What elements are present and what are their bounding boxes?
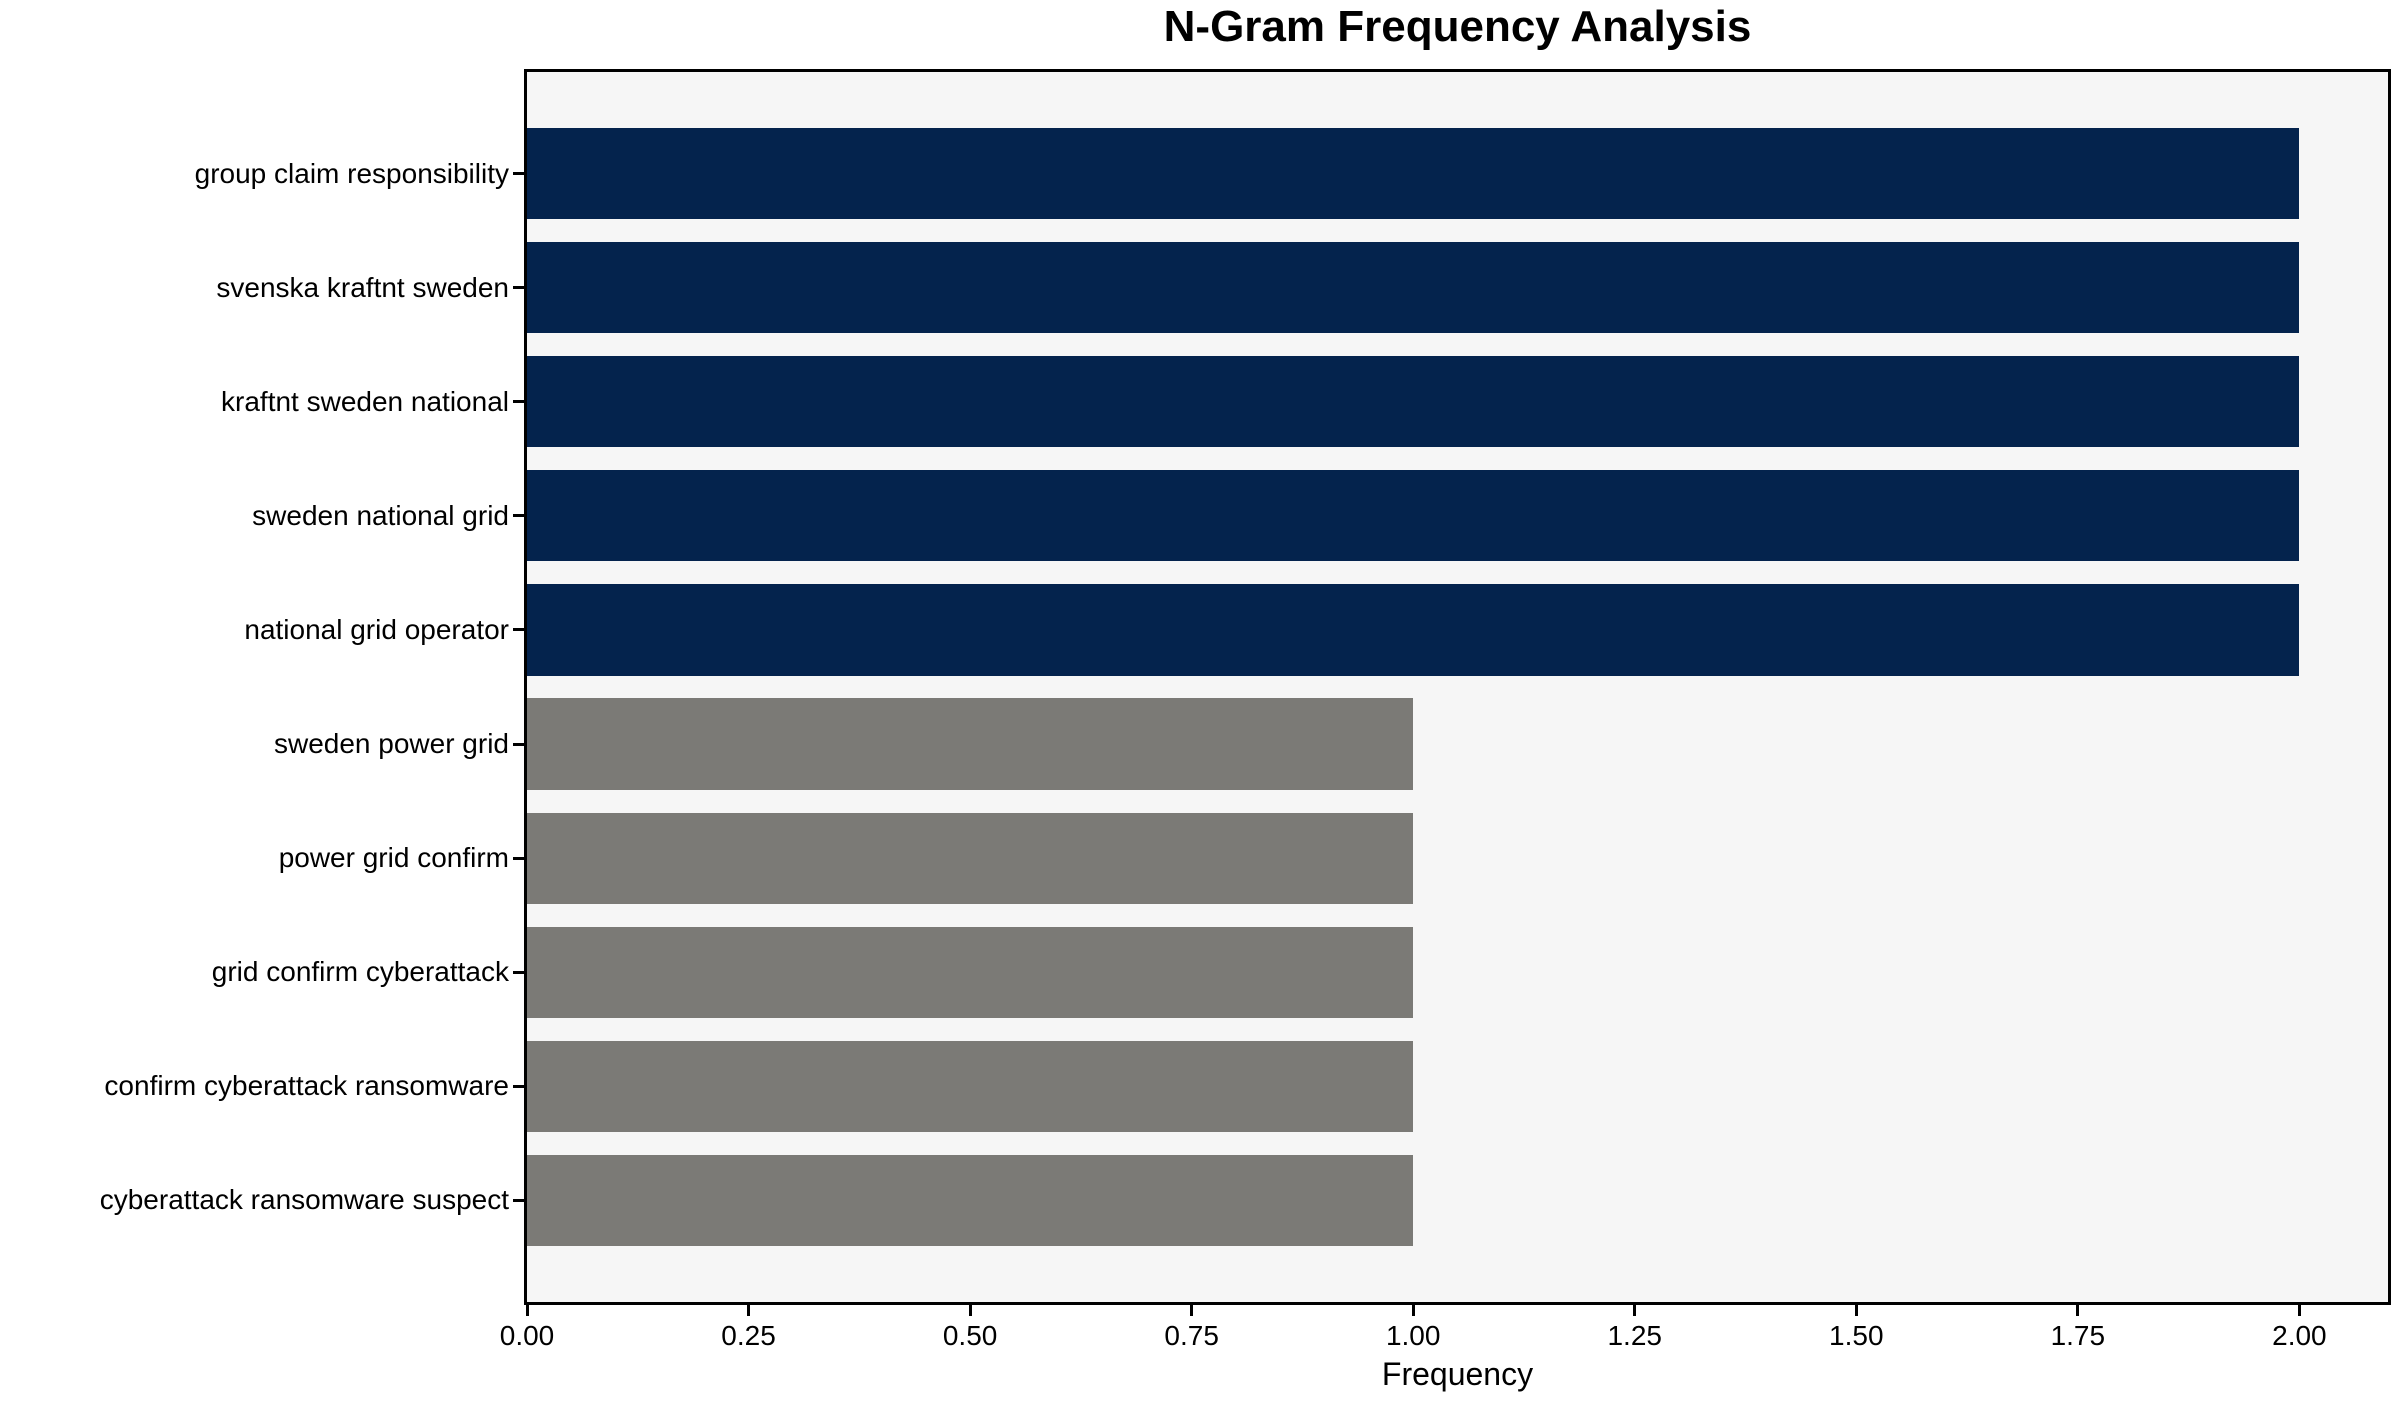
- x-tick-label: 1.00: [1385, 1320, 1441, 1351]
- x-tick-mark: [1190, 1305, 1194, 1316]
- y-tick-label: sweden power grid: [273, 728, 509, 760]
- y-tick-label: cyberattack ransomware suspect: [99, 1184, 509, 1216]
- y-tick-label: sweden national grid: [252, 499, 509, 531]
- x-tick-mark: [747, 1305, 751, 1316]
- x-axis-label: Frequency: [1381, 1356, 1534, 1392]
- y-tick-label: confirm cyberattack ransomware: [104, 1070, 509, 1102]
- y-tick-mark: [513, 1084, 524, 1088]
- bar: [527, 812, 1414, 904]
- bar: [527, 356, 2300, 448]
- x-tick-mark: [1854, 1305, 1858, 1316]
- x-tick-mark: [1411, 1305, 1415, 1316]
- x-tick-label: 1.50: [1829, 1320, 1884, 1351]
- x-tick-label: 0.25: [721, 1320, 776, 1351]
- y-tick-label: grid confirm cyberattack: [211, 956, 509, 988]
- x-tick-mark: [2297, 1305, 2301, 1316]
- bar: [527, 926, 1414, 1018]
- x-tick-mark: [525, 1305, 529, 1316]
- y-tick-mark: [513, 286, 524, 290]
- y-tick-mark: [513, 970, 524, 974]
- y-tick-mark: [513, 628, 524, 632]
- bar: [527, 1154, 1414, 1247]
- bar: [527, 1040, 1414, 1132]
- bar: [527, 698, 1414, 790]
- y-tick-label: national grid operator: [244, 613, 509, 645]
- y-tick-mark: [513, 514, 524, 518]
- x-tick-mark: [968, 1305, 972, 1316]
- y-tick-label: group claim responsibility: [194, 157, 509, 189]
- bar: [527, 127, 2300, 220]
- y-tick-label: svenska kraftnt sweden: [216, 271, 509, 303]
- y-tick-mark: [513, 856, 524, 860]
- y-tick-mark: [513, 742, 524, 746]
- bar: [527, 242, 2300, 334]
- x-tick-label: 1.25: [1607, 1320, 1662, 1351]
- x-tick-label: 1.75: [2050, 1320, 2106, 1351]
- x-tick-mark: [1633, 1305, 1637, 1316]
- y-tick-mark: [513, 400, 524, 404]
- y-tick-mark: [513, 172, 524, 176]
- plot-area: [524, 69, 2391, 1305]
- x-tick-label: 2.00: [2272, 1320, 2327, 1351]
- bar: [527, 584, 2300, 676]
- x-tick-label: 0.00: [499, 1320, 555, 1351]
- y-tick-label: kraftnt sweden national: [221, 385, 509, 417]
- x-tick-label: 0.50: [942, 1320, 998, 1351]
- x-tick-mark: [2076, 1305, 2080, 1316]
- chart-title: N-Gram Frequency Analysis: [1163, 2, 1752, 51]
- y-tick-label: power grid confirm: [278, 842, 509, 874]
- y-tick-mark: [513, 1198, 524, 1202]
- x-tick-label: 0.75: [1164, 1320, 1219, 1351]
- bar: [527, 470, 2300, 562]
